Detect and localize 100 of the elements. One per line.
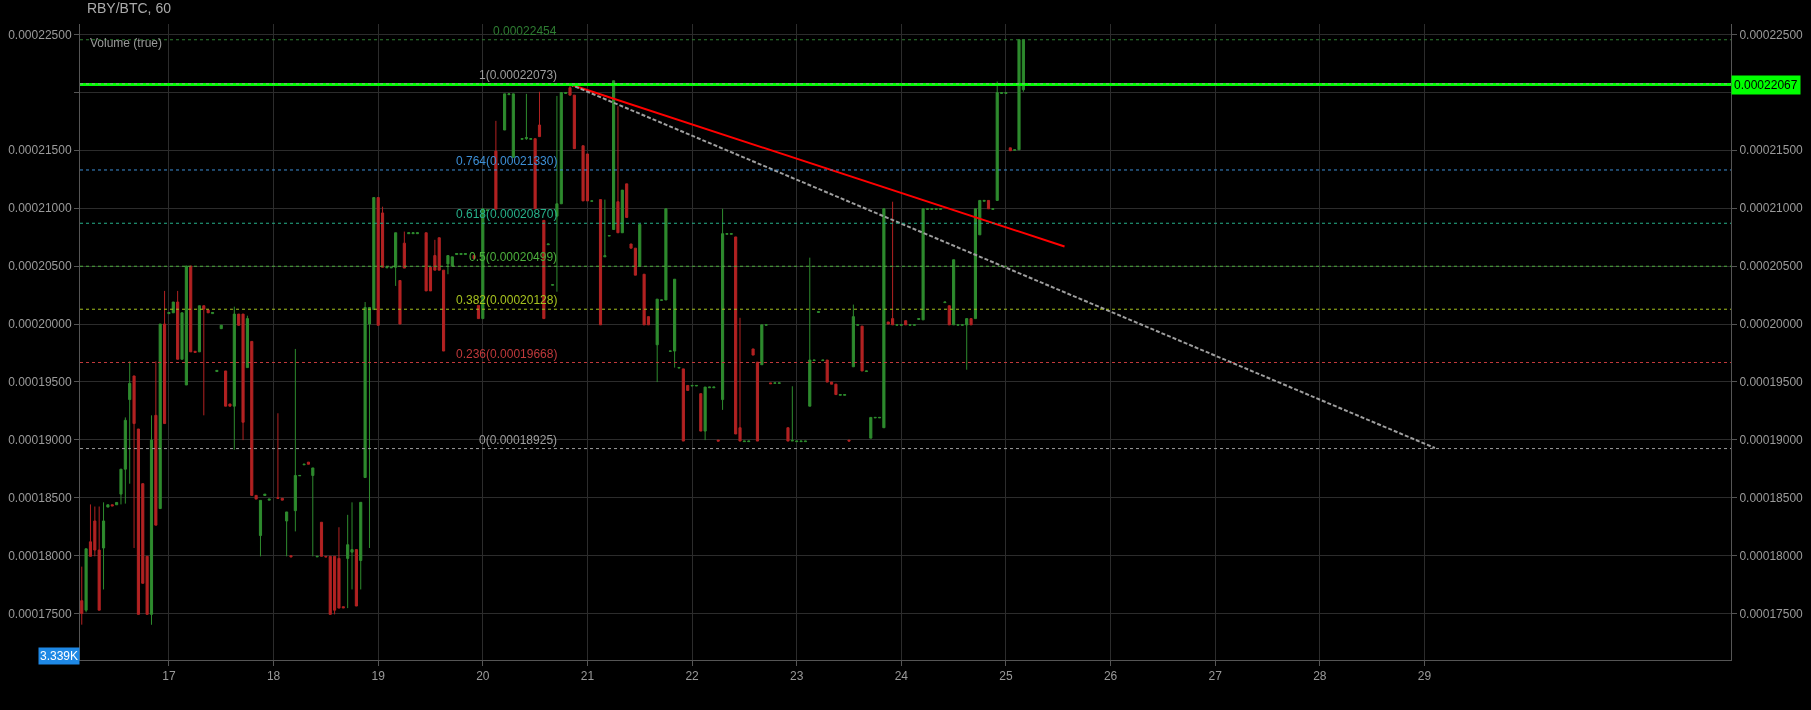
candlestick — [524, 93, 528, 141]
candlestick — [751, 348, 755, 356]
candlestick — [359, 501, 363, 590]
candlestick — [803, 440, 807, 443]
candlestick — [459, 252, 463, 256]
y2-tick-label: 0.00019500 — [1739, 375, 1804, 390]
y2-tick-label: 0.00018500 — [1739, 491, 1804, 506]
x-tick-label: 27 — [1208, 669, 1223, 684]
x-tick-label: 24 — [894, 669, 909, 684]
candlestick — [965, 318, 969, 371]
candlestick — [673, 278, 677, 369]
candlestick — [511, 93, 515, 158]
candlestick — [808, 257, 812, 407]
candlestick — [232, 306, 236, 451]
candlestick — [581, 145, 585, 202]
ref-line-label: 0.00022454 — [493, 24, 557, 38]
y-tick-label: 0.00018500 — [8, 491, 72, 506]
x-tick-label: 18 — [266, 669, 281, 684]
y2-tick-label: 0.00018000 — [1739, 548, 1804, 563]
y2-tick-label: 0.00021000 — [1739, 201, 1804, 216]
candlestick — [128, 360, 132, 485]
candlestick — [197, 305, 202, 353]
y-tick-label: 0.00022500 — [8, 27, 72, 42]
candlestick — [224, 370, 228, 407]
candlestick — [202, 305, 206, 416]
candlestick — [455, 252, 459, 256]
candlestick — [446, 255, 450, 275]
candlestick — [354, 549, 358, 607]
candlestick — [851, 304, 855, 368]
x-tick-label: 23 — [790, 669, 804, 684]
candlestick — [834, 383, 838, 396]
candlestick — [176, 290, 180, 360]
candlestick — [860, 325, 864, 372]
candlestick — [163, 290, 167, 425]
candlestick — [712, 386, 716, 389]
y2-tick-label: 0.00020500 — [1739, 259, 1804, 274]
candlestick — [799, 440, 803, 443]
candlestick — [633, 247, 637, 276]
candlestick — [620, 189, 624, 234]
y-tick-label: 0.00019500 — [8, 375, 72, 390]
candlestick — [747, 440, 751, 443]
candlestick — [825, 359, 829, 383]
candlestick — [694, 384, 698, 387]
candlestick — [703, 386, 707, 441]
candlestick — [154, 360, 158, 526]
candlestick — [115, 501, 119, 506]
candlestick — [250, 340, 254, 496]
candlestick — [97, 506, 101, 611]
x-tick-label: 29 — [1417, 669, 1432, 684]
x-tick-label: 17 — [162, 669, 176, 684]
candlestick — [402, 231, 406, 269]
candlestick — [311, 467, 315, 557]
candlestick — [655, 298, 659, 383]
x-tick-label: 28 — [1313, 669, 1327, 684]
candlestick — [995, 80, 999, 201]
y-tick-label: 0.00021500 — [8, 143, 72, 158]
candlestick — [206, 309, 210, 314]
candlestick — [699, 393, 703, 432]
candlestick — [864, 370, 869, 373]
candlestick — [319, 521, 324, 557]
candlestick — [101, 501, 106, 590]
y-tick-label: 0.00018000 — [8, 548, 72, 563]
candlestick — [80, 566, 84, 626]
text: 3.339K — [40, 649, 79, 663]
candlestick — [136, 428, 140, 615]
candlestick — [258, 499, 263, 557]
annotation: Volume (true) — [90, 36, 163, 50]
candlestick — [616, 105, 620, 234]
candlestick — [84, 548, 88, 613]
candlestick — [1008, 147, 1012, 152]
candlestick — [612, 80, 616, 231]
y2-tick-label: 0.00019000 — [1739, 433, 1804, 448]
x-tick-label: 25 — [999, 669, 1013, 684]
candlestick — [790, 385, 794, 442]
candlestick — [503, 93, 507, 131]
candlestick — [882, 208, 886, 429]
candlestick — [415, 232, 419, 235]
candlestick — [642, 273, 646, 326]
y2-tick-label: 0.00021500 — [1739, 143, 1804, 158]
candlestick — [189, 265, 193, 353]
candlestick — [537, 91, 542, 138]
candlestick — [681, 368, 685, 442]
candlestick — [921, 208, 925, 321]
candlestick — [638, 224, 642, 267]
candlestick — [603, 199, 607, 258]
candlestick — [411, 232, 415, 235]
candlestick — [690, 384, 694, 387]
candlestick — [1004, 92, 1008, 95]
x-tick-label: 19 — [371, 669, 386, 684]
ref-line-label: 0.236(0.00019668) — [456, 347, 558, 361]
candlestick — [376, 197, 380, 326]
candlestick — [969, 318, 973, 326]
candlestick — [742, 440, 746, 443]
candlestick — [891, 201, 895, 326]
candlestick — [407, 232, 411, 235]
candlestick — [241, 313, 245, 441]
candlestick — [267, 498, 271, 501]
candlestick — [293, 348, 297, 532]
candlestick — [106, 504, 110, 508]
candlestick — [276, 412, 280, 500]
